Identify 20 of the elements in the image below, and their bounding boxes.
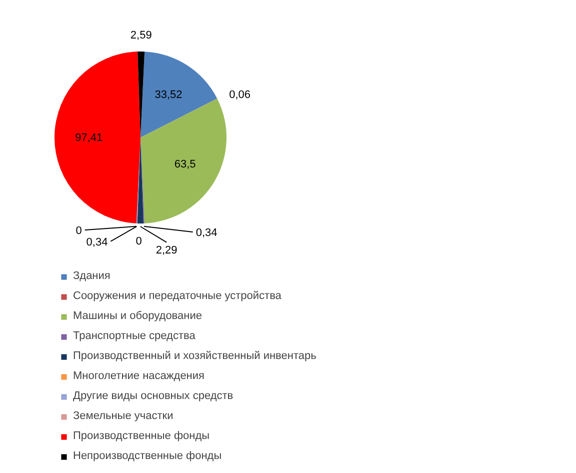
legend-label: Машины и оборудование	[73, 309, 202, 323]
legend-label: Земельные участки	[73, 409, 174, 423]
data-label: 2,59	[130, 30, 152, 42]
legend-label: Многолетние насаждения	[73, 369, 204, 383]
data-label: 63,5	[174, 158, 196, 171]
data-label: 97,41	[75, 132, 103, 144]
data-label: 2,29	[156, 244, 178, 256]
legend-label: Производственные фонды	[73, 429, 210, 443]
data-label: 0,34	[196, 226, 218, 239]
legend-label: Непроизводственные фонды	[73, 449, 222, 463]
legend-label: Производственный и хозяйственный инвентарь	[73, 349, 316, 363]
legend-label: Здания	[73, 269, 110, 283]
data-label: 0,34	[86, 236, 108, 248]
legend-label: Сооружения и передаточные устройства	[73, 289, 282, 303]
legend-label: Транспортные средства	[73, 329, 196, 343]
text: 0	[76, 225, 82, 238]
data-label: 0,06	[229, 89, 251, 102]
text: 0	[136, 235, 142, 248]
data-label: 33,52	[154, 89, 182, 102]
legend-label: Другие виды основных средств	[73, 389, 234, 403]
